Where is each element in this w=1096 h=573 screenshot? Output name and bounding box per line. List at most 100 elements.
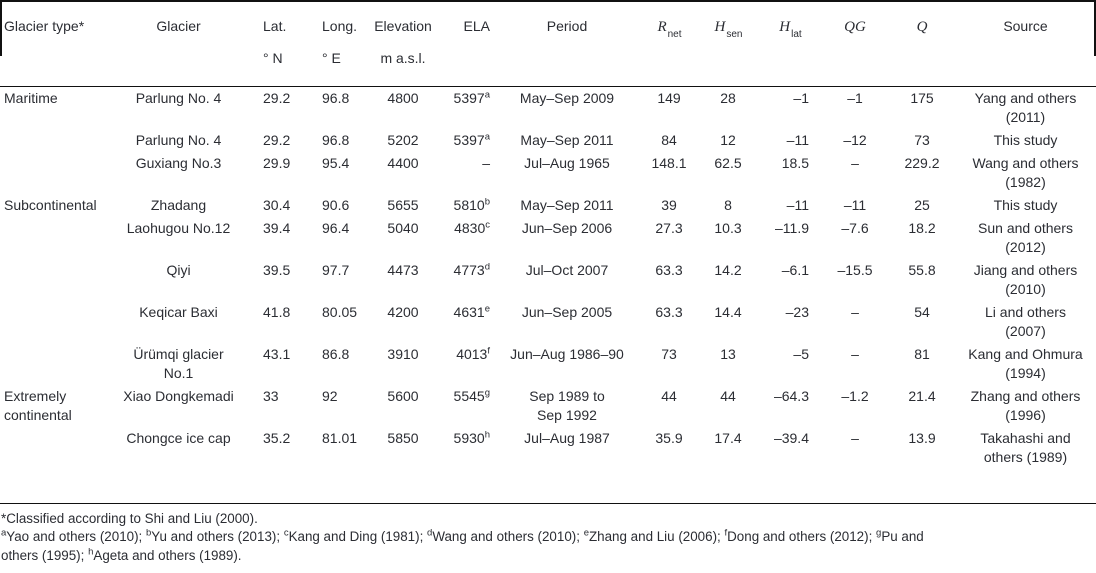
cell-ela: 5930h: [453, 428, 490, 446]
cell-rnet: 148.1: [651, 154, 687, 171]
cell-period: May–Sep 2011: [520, 131, 614, 148]
cell-elev: 4400: [387, 154, 419, 171]
cell-ela: 5545g: [453, 386, 490, 404]
footnote-line: *Classified according to Shi and Liu (20…: [1, 510, 258, 526]
cell-period: Jul–Oct 2007: [525, 261, 609, 278]
table-row: Qiyi 39.5 97.7 4473 4773d Jul–Oct 2007 63.3 14.…: [0, 259, 1096, 301]
cell-source: Yang and others (2011): [974, 89, 1077, 125]
cell-lat: 29.9: [263, 154, 291, 171]
cell-qg: –: [851, 429, 859, 446]
cell-q: 55.8: [908, 261, 936, 278]
col-header-source: Source: [955, 1, 1096, 87]
cell-source: Wang and others (1982): [972, 154, 1079, 190]
glacier-energy-balance-table: Glacier type* Glacier Lat. ° N Long. ° E Eleva…: [0, 0, 1096, 504]
cell-hlat: –11: [786, 131, 809, 148]
cell-long: 96.8: [322, 131, 350, 148]
cell-period: Jun–Aug 1986–90: [510, 345, 624, 362]
table-footnotes: *Classified according to Shi and Liu (20…: [0, 510, 1096, 566]
col-header-hlat: Hlat: [759, 1, 821, 87]
cell-ela: 4631e: [453, 302, 490, 320]
cell-q: 175: [910, 89, 934, 106]
cell-type: Subcontinental: [4, 196, 97, 213]
header-row: Glacier type* Glacier Lat. ° N Long. ° E Eleva…: [0, 1, 1096, 87]
cell-rnet: 84: [661, 131, 677, 148]
cell-source: Zhang and others (1996): [970, 387, 1081, 423]
cell-qg: –: [851, 345, 859, 362]
cell-hsen: 12: [720, 131, 736, 148]
cell-type: [0, 259, 112, 301]
cell-long: 80.05: [322, 303, 358, 320]
cell-source: Kang and Ohmura (1994): [968, 345, 1083, 381]
cell-glacier: Qiyi: [166, 261, 191, 278]
cell-type: [0, 129, 112, 152]
cell-qg: –7.6: [841, 219, 869, 236]
cell-lat: 39.5: [263, 261, 291, 278]
table-row: Laohugou No.12 39.4 96.4 5040 4830c Jun–Sep 2…: [0, 217, 1096, 259]
cell-type: [0, 427, 112, 504]
table-row: Ürümqi glacier No.1 43.1 86.8 3910 4013f Jun–A…: [0, 343, 1096, 385]
cell-ela: 4773d: [453, 260, 490, 278]
cell-long: 96.4: [322, 219, 350, 236]
col-header-period: Period: [493, 1, 641, 87]
cell-elev: 5850: [387, 429, 419, 446]
cell-qg: –15.5: [837, 261, 873, 278]
cell-elev: 4473: [387, 261, 419, 278]
cell-glacier: Xiao Dongkemadi: [123, 387, 234, 404]
cell-hlat: –11: [786, 196, 809, 213]
col-header-type: Glacier type*: [0, 1, 112, 87]
cell-hsen: 14.2: [714, 261, 742, 278]
cell-elev: 4800: [387, 89, 419, 106]
cell-ela: 5397a: [453, 88, 490, 106]
cell-hsen: 62.5: [714, 154, 742, 171]
cell-ela: 4013f: [456, 344, 490, 362]
cell-qg: –: [851, 154, 859, 171]
cell-glacier: Guxiang No.3: [135, 154, 222, 171]
cell-q: 73: [914, 131, 930, 148]
col-header-q: Q: [889, 1, 955, 87]
table-body: Maritime Parlung No. 4 29.2 96.8 4800 5397a Ma…: [0, 86, 1096, 503]
table-row: Keqicar Baxi 41.8 80.05 4200 4631e Jun–Sep 20…: [0, 301, 1096, 343]
cell-lat: 39.4: [263, 219, 291, 236]
cell-hlat: –6.1: [781, 261, 809, 278]
col-header-glacier: Glacier: [112, 1, 245, 87]
cell-type: [0, 152, 112, 194]
cell-ela: 4830c: [454, 218, 490, 236]
cell-type: [0, 217, 112, 259]
table-row: Guxiang No.3 29.9 95.4 4400 – Jul–Aug 1965 148…: [0, 152, 1096, 194]
cell-glacier: Zhadang: [150, 196, 207, 213]
cell-lat: 41.8: [263, 303, 291, 320]
cell-source: Takahashi and others (1989): [980, 429, 1071, 465]
cell-lat: 43.1: [263, 345, 291, 362]
cell-rnet: 39: [661, 196, 677, 213]
cell-elev: 5040: [387, 219, 419, 236]
cell-long: 81.01: [322, 429, 358, 446]
cell-glacier: Parlung No. 4: [135, 131, 222, 148]
cell-rnet: 35.9: [655, 429, 683, 446]
cell-hlat: –5: [793, 345, 809, 362]
cell-q: 13.9: [908, 429, 936, 446]
cell-type: [0, 301, 112, 343]
cell-lat: 35.2: [263, 429, 291, 446]
cell-lat: 29.2: [263, 131, 291, 148]
cell-q: 18.2: [908, 219, 936, 236]
cell-qg: –1: [847, 89, 863, 106]
footnote-line: others (1995); hAgeta and others (1989).: [1, 546, 242, 563]
cell-hlat: –1: [793, 89, 809, 106]
cell-rnet: 44: [661, 387, 677, 404]
cell-hlat: –11.9: [775, 219, 809, 236]
col-header-ela: ELA: [445, 1, 493, 87]
cell-long: 86.8: [322, 345, 350, 362]
cell-q: 21.4: [908, 387, 936, 404]
cell-period: May–Sep 2011: [520, 196, 614, 213]
cell-elev: 5655: [387, 196, 419, 213]
cell-period: Jul–Aug 1987: [524, 429, 610, 446]
cell-glacier: Parlung No. 4: [135, 89, 222, 106]
cell-elev: 5600: [387, 387, 419, 404]
cell-hsen: 13: [720, 345, 736, 362]
cell-rnet: 63.3: [655, 261, 683, 278]
cell-lat: 30.4: [263, 196, 291, 213]
cell-period: Jun–Sep 2006: [521, 219, 613, 236]
cell-rnet: 27.3: [655, 219, 683, 236]
table-row: Maritime Parlung No. 4 29.2 96.8 4800 5397a Ma…: [0, 86, 1096, 129]
cell-ela: 5397a: [453, 130, 490, 148]
